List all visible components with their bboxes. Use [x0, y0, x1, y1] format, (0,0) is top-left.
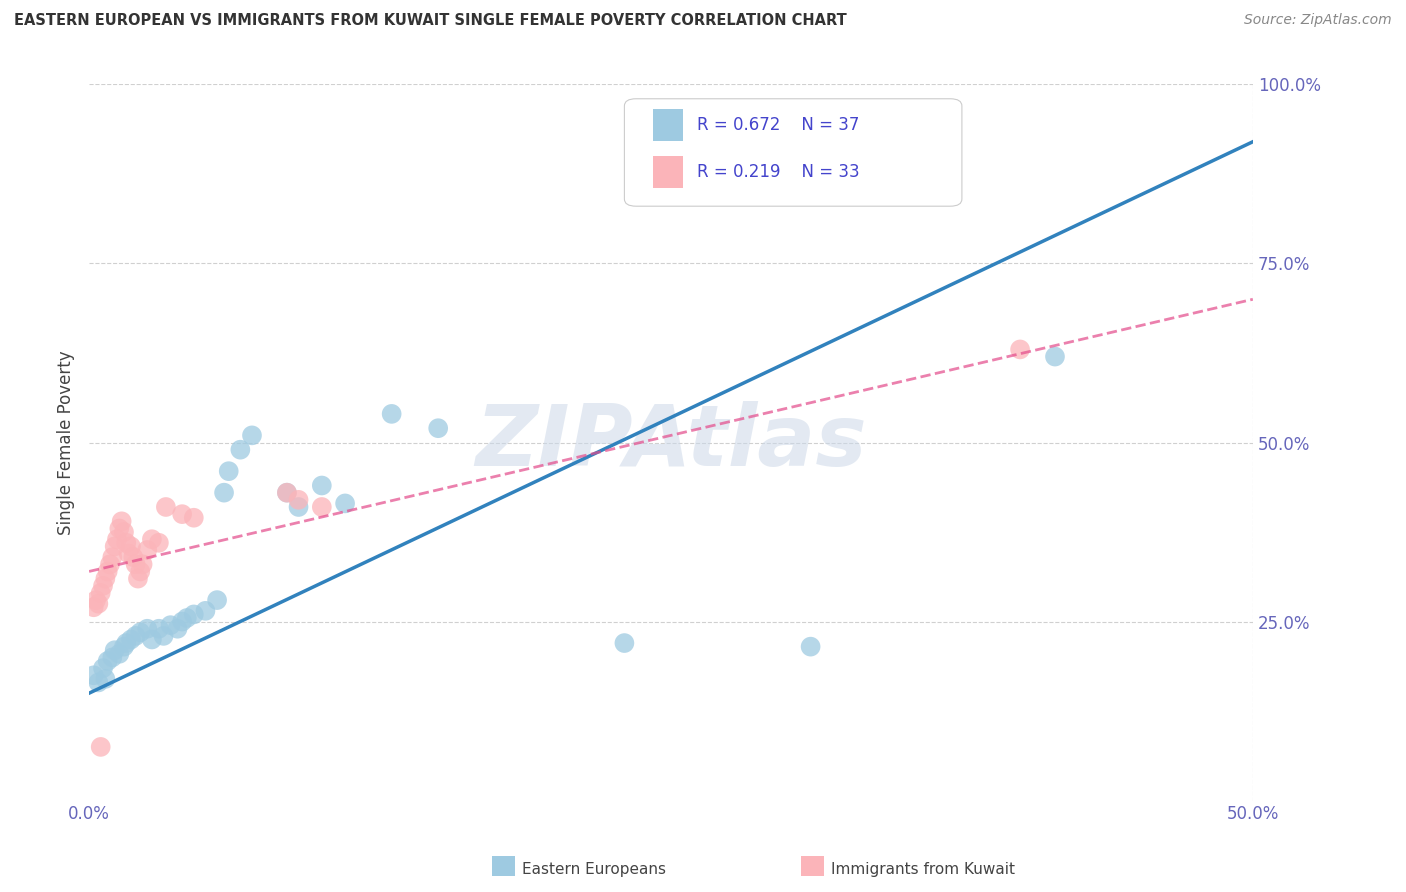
Point [333, 496, 356, 510]
Point [105, 532, 128, 546]
Point [124, 558, 146, 572]
Point [115, 636, 138, 650]
Point [108, 521, 131, 535]
Point [287, 500, 309, 514]
Point [111, 514, 134, 528]
Point [276, 485, 298, 500]
Point [141, 632, 163, 647]
Point [108, 647, 131, 661]
Point [117, 547, 139, 561]
Point [104, 643, 127, 657]
Point [94, 672, 117, 686]
Point [90, 586, 112, 600]
Point [172, 615, 194, 629]
Point [311, 500, 333, 514]
Point [381, 407, 404, 421]
Point [613, 636, 636, 650]
Point [94, 572, 117, 586]
Point [97, 654, 120, 668]
Point [83, 600, 105, 615]
Point [91, 579, 114, 593]
Point [120, 632, 142, 647]
Point [172, 507, 194, 521]
Text: Eastern Europeans: Eastern Europeans [522, 863, 665, 877]
Point [129, 625, 152, 640]
Point [136, 622, 159, 636]
Point [87, 675, 110, 690]
Point [127, 572, 149, 586]
Point [183, 607, 205, 622]
Point [90, 739, 112, 754]
Point [205, 593, 228, 607]
Point [155, 500, 177, 514]
Point [136, 543, 159, 558]
Point [141, 532, 163, 546]
Point [311, 478, 333, 492]
Point [87, 597, 110, 611]
Point [83, 668, 105, 682]
FancyBboxPatch shape [654, 155, 682, 188]
Point [115, 536, 138, 550]
Text: Immigrants from Kuwait: Immigrants from Kuwait [831, 863, 1015, 877]
Point [194, 604, 217, 618]
Point [1010, 343, 1032, 357]
Point [112, 524, 135, 539]
FancyBboxPatch shape [654, 109, 682, 141]
Point [800, 640, 823, 654]
Point [120, 540, 142, 554]
Point [84, 593, 107, 607]
Point [159, 618, 181, 632]
Point [122, 550, 145, 565]
Point [112, 640, 135, 654]
Point [218, 464, 240, 478]
Point [229, 442, 252, 457]
Point [129, 565, 152, 579]
Point [212, 485, 235, 500]
Point [240, 428, 263, 442]
Point [183, 510, 205, 524]
Point [101, 550, 124, 565]
Text: EASTERN EUROPEAN VS IMMIGRANTS FROM KUWAIT SINGLE FEMALE POVERTY CORRELATION CHA: EASTERN EUROPEAN VS IMMIGRANTS FROM KUWA… [14, 13, 846, 29]
Point [287, 492, 309, 507]
Text: R = 0.672    N = 37: R = 0.672 N = 37 [696, 116, 859, 134]
Point [1043, 350, 1066, 364]
Point [98, 558, 121, 572]
Text: ZIPAtlas: ZIPAtlas [475, 401, 866, 484]
Point [148, 536, 170, 550]
Text: Source: ZipAtlas.com: Source: ZipAtlas.com [1244, 13, 1392, 28]
Point [427, 421, 450, 435]
Point [91, 661, 114, 675]
Point [97, 565, 120, 579]
Y-axis label: Single Female Poverty: Single Female Poverty [58, 351, 75, 535]
Point [176, 611, 198, 625]
Point [148, 622, 170, 636]
Point [131, 558, 153, 572]
Point [104, 540, 127, 554]
Point [152, 629, 174, 643]
Point [166, 622, 188, 636]
Point [101, 650, 124, 665]
Point [276, 485, 298, 500]
Point [124, 629, 146, 643]
Text: R = 0.219    N = 33: R = 0.219 N = 33 [696, 162, 859, 181]
FancyBboxPatch shape [624, 99, 962, 206]
